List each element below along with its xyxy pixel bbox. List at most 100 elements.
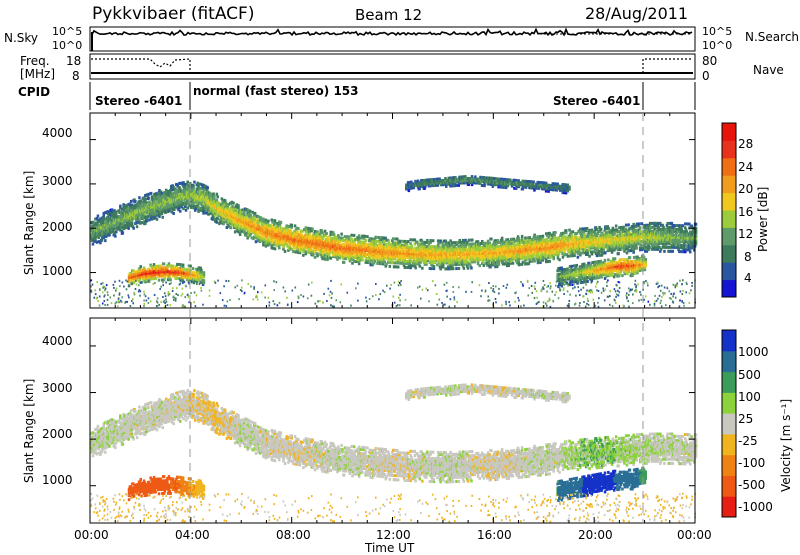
power-cell <box>172 212 175 215</box>
freq-panel-frame <box>90 54 695 79</box>
power-cell <box>432 245 435 248</box>
power-cell <box>150 192 153 195</box>
power-cell <box>111 208 114 211</box>
power-cell <box>353 234 356 237</box>
power-cell <box>138 218 141 221</box>
power-cell <box>528 236 531 239</box>
power-cell <box>292 250 295 253</box>
power-cell <box>280 221 283 224</box>
power-cell <box>458 267 461 270</box>
power-cell <box>421 267 424 270</box>
noise-sky-trace <box>92 29 692 51</box>
power-cell <box>548 232 551 235</box>
power-cell <box>291 224 294 227</box>
power-cell <box>92 243 95 246</box>
power-cell <box>187 181 190 184</box>
power-cell <box>309 233 312 236</box>
power-cell <box>407 240 410 243</box>
power-cell <box>216 217 219 220</box>
power-cell <box>479 264 482 267</box>
power-cell <box>433 265 436 268</box>
power-cell <box>490 238 493 241</box>
power-cell <box>213 195 216 198</box>
power-cell <box>267 220 270 223</box>
power-scatter <box>90 175 697 308</box>
power-cell <box>115 230 118 233</box>
power-cell <box>365 243 368 246</box>
power-cell <box>343 261 346 264</box>
power-cell <box>132 227 135 230</box>
power-cell <box>401 240 404 243</box>
power-cell <box>501 237 504 240</box>
power-cell <box>297 227 300 230</box>
power-cell <box>141 221 144 224</box>
power-cell <box>255 240 258 243</box>
power-cell <box>138 196 141 199</box>
power-cell <box>274 219 277 222</box>
power-cell <box>254 212 257 215</box>
power-cell <box>365 239 368 242</box>
power-cell <box>340 233 343 236</box>
power-cell <box>350 234 353 237</box>
power-cell <box>548 260 551 263</box>
power-cell <box>467 267 470 270</box>
power-cell <box>179 210 182 213</box>
power-cell <box>565 229 568 232</box>
power-cell <box>212 192 215 195</box>
power-cell <box>558 258 561 261</box>
power-cell <box>237 204 240 207</box>
power-cell <box>230 226 233 229</box>
power-cell <box>404 266 407 269</box>
power-cell <box>115 210 118 213</box>
power-cell <box>582 227 585 230</box>
power-cell <box>249 210 252 213</box>
power-cell <box>518 263 521 266</box>
power-cell <box>521 235 524 238</box>
power-cell <box>512 262 515 265</box>
power-cell <box>554 231 557 234</box>
power-cell <box>452 267 455 270</box>
power-cell <box>274 247 277 250</box>
power-cell <box>375 236 378 239</box>
power-cell <box>144 198 147 201</box>
power-cell <box>207 186 210 189</box>
power-cell <box>232 202 235 205</box>
power-cell <box>260 216 263 219</box>
power-cell <box>456 241 459 244</box>
power-cell <box>162 216 165 219</box>
power-cell <box>251 211 254 214</box>
power-cell <box>156 218 159 221</box>
power-cell <box>542 235 545 238</box>
power-cell <box>130 200 133 203</box>
power-cell <box>179 182 182 185</box>
power-cell <box>397 266 400 269</box>
power-cell <box>284 250 287 253</box>
power-cell <box>330 257 333 260</box>
power-cell <box>307 227 310 230</box>
power-cell <box>216 195 219 198</box>
power-cell <box>459 239 462 242</box>
power-cell <box>97 215 100 218</box>
power-cell <box>471 239 474 242</box>
power-cell <box>212 216 215 219</box>
power-cell <box>361 259 364 262</box>
power-cell <box>314 256 317 259</box>
power-cell <box>239 233 242 236</box>
power-cell <box>325 232 328 235</box>
power-cell <box>122 231 125 234</box>
power-cell <box>231 205 234 208</box>
power-cell <box>107 210 110 213</box>
power-cell <box>399 240 402 243</box>
power-cell <box>429 239 432 242</box>
power-cell <box>114 235 117 238</box>
power-cell <box>583 233 586 236</box>
power-cell <box>302 254 305 257</box>
power-cell <box>119 205 122 208</box>
power-cell <box>311 228 314 231</box>
power-cell <box>104 239 107 242</box>
power-cell <box>567 255 570 258</box>
power-cell <box>409 238 412 241</box>
power-cell <box>419 265 422 268</box>
power-cell <box>127 227 129 230</box>
